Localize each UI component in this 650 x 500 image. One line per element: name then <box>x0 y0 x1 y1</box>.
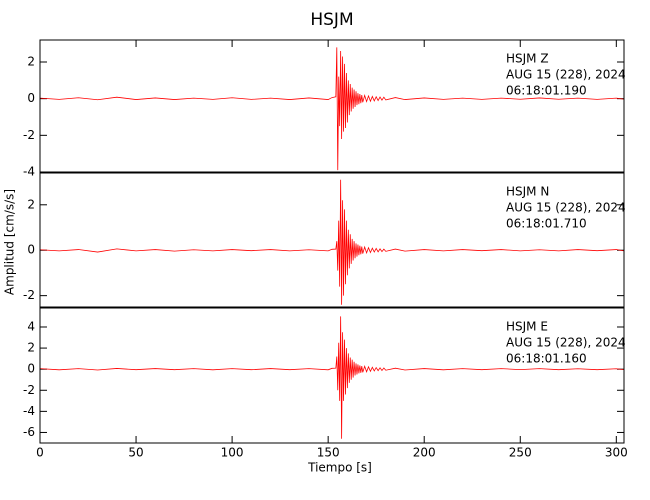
y-tick-label: 2 <box>27 341 35 355</box>
panel-frame <box>39 39 625 173</box>
y-tick-label: 2 <box>27 197 35 211</box>
y-axis-label: Amplitud [cm/s/s] <box>3 189 17 295</box>
y-tick-label: -6 <box>23 425 35 439</box>
annotation: HSJM Z <box>506 52 549 66</box>
x-tick-label: 250 <box>509 446 532 460</box>
y-tick-label: -4 <box>23 404 35 418</box>
x-tick-label: 150 <box>317 446 340 460</box>
y-tick-label: 0 <box>27 91 35 105</box>
annotation: AUG 15 (228), 2024 <box>506 201 626 215</box>
waveform <box>39 179 625 305</box>
x-tick-label: 50 <box>128 446 143 460</box>
x-tick-label: 100 <box>221 446 244 460</box>
panel-frame <box>39 307 625 444</box>
y-tick-label: -2 <box>23 288 35 302</box>
panel-frame <box>39 172 625 308</box>
y-tick-label: 0 <box>27 362 35 376</box>
annotation: 06:18:01.190 <box>506 84 587 98</box>
x-axis-label: Tiempo [s] <box>307 461 372 475</box>
y-tick-label: -2 <box>23 128 35 142</box>
annotation: AUG 15 (228), 2024 <box>506 68 626 82</box>
annotation: AUG 15 (228), 2024 <box>506 336 626 350</box>
x-tick-label: 200 <box>413 446 436 460</box>
annotation: HSJM E <box>506 320 548 334</box>
chart-title: HSJM <box>310 10 353 30</box>
x-tick-label: 300 <box>605 446 628 460</box>
x-tick-label: 0 <box>36 446 44 460</box>
y-tick-label: 4 <box>27 319 35 333</box>
y-tick-label: -4 <box>23 165 35 179</box>
y-tick-label: 0 <box>27 243 35 257</box>
y-tick-label: 2 <box>27 55 35 69</box>
annotation: 06:18:01.710 <box>506 217 587 231</box>
waveform <box>39 316 625 439</box>
waveform <box>39 47 625 171</box>
y-tick-label: -2 <box>23 383 35 397</box>
annotation: HSJM N <box>506 185 549 199</box>
annotation: 06:18:01.160 <box>506 352 587 366</box>
